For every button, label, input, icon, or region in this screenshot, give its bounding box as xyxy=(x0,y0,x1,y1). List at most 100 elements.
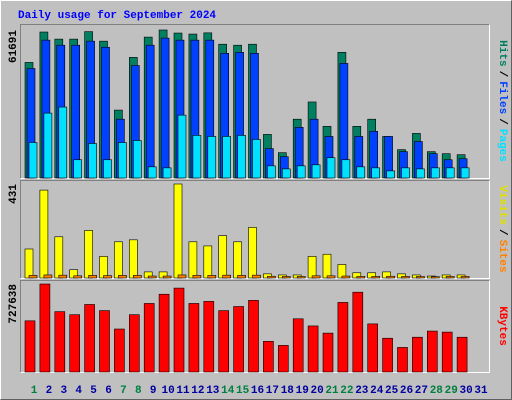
bar xyxy=(292,318,304,373)
bar xyxy=(24,248,34,279)
x-tick-label: 5 xyxy=(90,385,97,397)
bar xyxy=(58,274,68,279)
x-tick-label: 11 xyxy=(176,385,190,397)
bar xyxy=(173,287,185,373)
x-tick-label: 8 xyxy=(135,385,142,397)
bar xyxy=(99,256,108,279)
x-tick-label: 19 xyxy=(296,385,309,397)
bar xyxy=(203,245,213,279)
bar xyxy=(118,142,127,179)
bar xyxy=(341,275,351,279)
x-tick-label: 4 xyxy=(75,385,82,397)
x-tick-label: 26 xyxy=(400,385,413,397)
x-tick-label: 6 xyxy=(105,385,112,397)
x-tick-label: 25 xyxy=(385,385,399,397)
bar xyxy=(248,300,259,373)
bar xyxy=(263,341,274,373)
x-tick-label: 15 xyxy=(236,385,250,397)
bar xyxy=(311,164,321,179)
bar xyxy=(401,276,410,279)
legend-entry: Files xyxy=(496,81,508,114)
bar xyxy=(356,276,366,279)
bar xyxy=(237,275,246,279)
bar xyxy=(412,336,423,373)
y-tick-label: 727638 xyxy=(8,284,20,324)
bar xyxy=(39,283,51,373)
bar xyxy=(177,114,187,179)
bar xyxy=(43,274,53,279)
legend-entry: Visits xyxy=(496,185,508,225)
bar xyxy=(371,167,381,179)
bar xyxy=(101,46,110,179)
bar xyxy=(103,275,112,279)
x-tick-label: 18 xyxy=(281,385,295,397)
x-tick-label: 29 xyxy=(445,385,458,397)
bar xyxy=(401,167,410,179)
bar xyxy=(367,323,379,373)
bar xyxy=(267,275,276,279)
bar xyxy=(203,301,215,373)
bar xyxy=(24,320,36,373)
x-tick-label: 7 xyxy=(120,385,127,397)
bar xyxy=(69,314,80,373)
bar xyxy=(103,159,112,179)
bar xyxy=(311,275,321,279)
legend-separator: / xyxy=(496,118,508,125)
bar xyxy=(71,44,80,179)
bar xyxy=(386,275,395,279)
bar xyxy=(218,235,227,279)
bar xyxy=(233,306,244,373)
bar xyxy=(39,189,49,279)
bar xyxy=(88,143,97,179)
x-tick-label: 16 xyxy=(251,385,264,397)
legend: Hits / Files / Pages xyxy=(496,40,508,162)
bar xyxy=(356,166,366,179)
bar xyxy=(222,274,231,279)
bar xyxy=(192,275,202,279)
bar xyxy=(445,167,455,179)
bar xyxy=(118,275,127,279)
legend: KBytes xyxy=(496,306,508,346)
bar xyxy=(248,227,257,279)
y-tick-label: 431 xyxy=(8,184,20,204)
plot-border-dark xyxy=(20,24,490,179)
bar xyxy=(207,275,217,279)
bar xyxy=(147,275,157,279)
x-tick-label: 30 xyxy=(459,385,472,397)
bar xyxy=(307,256,317,279)
bar xyxy=(84,304,95,373)
bar xyxy=(129,314,140,373)
legend-entry: Sites xyxy=(496,240,508,273)
chart-title: Daily usage for September 2024 xyxy=(18,10,216,22)
bar xyxy=(277,345,289,373)
bar xyxy=(371,276,381,279)
bar xyxy=(133,275,142,279)
bar xyxy=(114,328,125,373)
bar xyxy=(158,293,170,373)
x-tick-label: 17 xyxy=(266,385,279,397)
bar xyxy=(162,167,172,179)
bar xyxy=(192,135,202,179)
bar xyxy=(54,236,64,279)
bar xyxy=(460,276,470,279)
bar xyxy=(173,183,183,279)
legend: Visits / Sites xyxy=(496,185,508,272)
x-tick-label: 21 xyxy=(325,385,339,397)
bar xyxy=(281,168,291,179)
bar xyxy=(456,336,468,373)
bar xyxy=(84,230,93,279)
bar xyxy=(43,112,53,179)
bar xyxy=(58,106,68,179)
bar xyxy=(73,159,82,179)
bar xyxy=(177,274,187,279)
legend-separator: / xyxy=(496,71,508,78)
legend-separator: / xyxy=(496,229,508,236)
bar xyxy=(252,274,261,279)
bar xyxy=(114,241,123,279)
bar xyxy=(88,275,97,279)
y-tick-label: 61691 xyxy=(8,30,20,63)
plot-border-dark xyxy=(20,280,490,373)
